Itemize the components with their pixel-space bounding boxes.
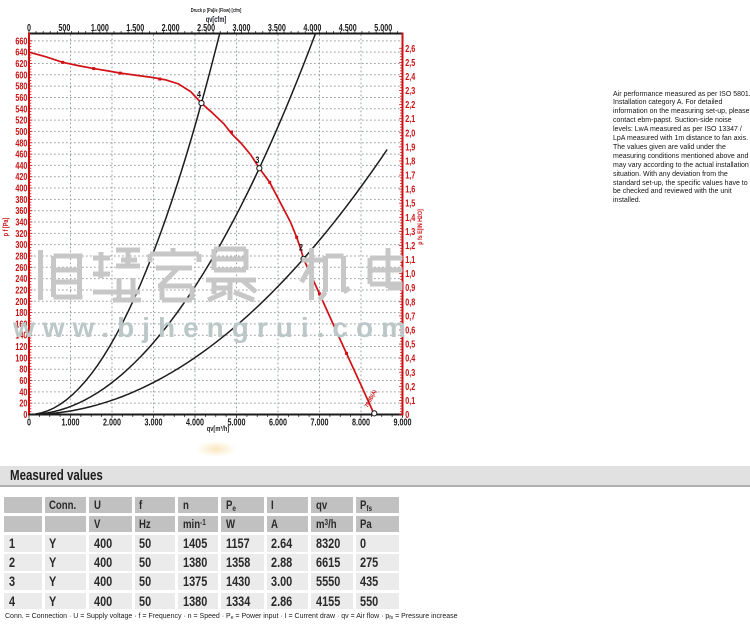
svg-text:2,0: 2,0 — [405, 127, 415, 138]
svg-text:p f [Pa]: p f [Pa] — [2, 218, 10, 236]
svg-text:2.000: 2.000 — [162, 22, 180, 33]
svg-text:480: 480 — [15, 137, 27, 148]
svg-text:0: 0 — [405, 409, 409, 420]
svg-text:6.000: 6.000 — [269, 416, 287, 427]
svg-text:1,6: 1,6 — [405, 183, 415, 194]
svg-text:5.000: 5.000 — [228, 416, 246, 427]
svg-text:240: 240 — [15, 273, 27, 284]
svg-text:380: 380 — [15, 194, 27, 205]
svg-text:560: 560 — [15, 92, 27, 103]
svg-text:0: 0 — [27, 416, 31, 427]
svg-text:1,9: 1,9 — [405, 141, 415, 152]
svg-text:3: 3 — [255, 154, 259, 165]
svg-text:140: 140 — [15, 330, 27, 341]
svg-text:4.000: 4.000 — [303, 22, 321, 33]
svg-text:0,9: 0,9 — [405, 282, 415, 293]
svg-text:3.000: 3.000 — [233, 22, 251, 33]
svg-text:0,3: 0,3 — [405, 367, 415, 378]
svg-text:2: 2 — [299, 241, 303, 252]
svg-text:1,2: 1,2 — [405, 240, 415, 251]
svg-text:5.000: 5.000 — [374, 22, 392, 33]
svg-text:260: 260 — [15, 262, 27, 273]
svg-text:1,3: 1,3 — [405, 226, 415, 237]
svg-text:60: 60 — [19, 375, 27, 386]
svg-text:180: 180 — [15, 307, 27, 318]
svg-text:660: 660 — [15, 35, 27, 46]
svg-text:20: 20 — [19, 397, 27, 408]
svg-text:500: 500 — [15, 126, 27, 137]
svg-text:3.000: 3.000 — [145, 416, 163, 427]
svg-text:0,2: 0,2 — [405, 381, 415, 392]
svg-text:220: 220 — [15, 284, 27, 295]
svg-text:qv[cfm]: qv[cfm] — [206, 14, 227, 25]
svg-text:400: 400 — [15, 182, 27, 193]
svg-text:80: 80 — [19, 364, 27, 375]
svg-text:2,5: 2,5 — [405, 57, 415, 68]
svg-text:qv[m³/h]: qv[m³/h] — [207, 425, 229, 433]
svg-text:200: 200 — [15, 296, 27, 307]
svg-text:0: 0 — [23, 409, 27, 420]
svg-text:4.000: 4.000 — [186, 416, 204, 427]
svg-text:320: 320 — [15, 228, 27, 239]
svg-text:3.500: 3.500 — [268, 22, 286, 33]
svg-text:2,2: 2,2 — [405, 99, 415, 110]
svg-text:1,4: 1,4 — [405, 212, 415, 223]
svg-text:1,0: 1,0 — [405, 268, 415, 279]
svg-text:1.500: 1.500 — [126, 22, 144, 33]
svg-text:420: 420 — [15, 171, 27, 182]
svg-text:1,1: 1,1 — [405, 254, 415, 265]
svg-text:460: 460 — [15, 148, 27, 159]
svg-text:1,7: 1,7 — [405, 169, 415, 180]
svg-text:2,1: 2,1 — [405, 113, 415, 124]
svg-text:4: 4 — [197, 89, 201, 100]
svg-text:1.000: 1.000 — [91, 22, 109, 33]
svg-text:440: 440 — [15, 160, 27, 171]
svg-text:2,6: 2,6 — [405, 43, 415, 54]
svg-text:360: 360 — [15, 205, 27, 216]
svg-text:40: 40 — [19, 386, 27, 397]
svg-text:0,4: 0,4 — [405, 352, 415, 363]
svg-text:500: 500 — [58, 22, 70, 33]
svg-text:8.000: 8.000 — [352, 416, 370, 427]
svg-text:520: 520 — [15, 114, 27, 125]
svg-text:p fs E[IN H2O]: p fs E[IN H2O] — [418, 209, 424, 244]
svg-text:1,8: 1,8 — [405, 155, 415, 166]
svg-text:2.500: 2.500 — [197, 22, 215, 33]
svg-text:620: 620 — [15, 58, 27, 69]
svg-text:0: 0 — [27, 22, 31, 33]
svg-text:2.000: 2.000 — [103, 416, 121, 427]
svg-text:300: 300 — [15, 239, 27, 250]
svg-text:1,5: 1,5 — [405, 198, 415, 209]
svg-text:1.000: 1.000 — [62, 416, 80, 427]
svg-text:4.500: 4.500 — [339, 22, 357, 33]
svg-text:7.000: 7.000 — [311, 416, 329, 427]
svg-text:2,3: 2,3 — [405, 85, 415, 96]
svg-text:0,7: 0,7 — [405, 310, 415, 321]
svg-text:2,4: 2,4 — [405, 71, 415, 82]
svg-text:120: 120 — [15, 341, 27, 352]
svg-text:100: 100 — [15, 352, 27, 363]
svg-text:Druck p [Pa]/e (Flow) [cfm]: Druck p [Pa]/e (Flow) [cfm] — [191, 8, 242, 14]
svg-text:540: 540 — [15, 103, 27, 114]
svg-text:640: 640 — [15, 46, 27, 57]
svg-text:340: 340 — [15, 216, 27, 227]
svg-text:0,1: 0,1 — [405, 395, 415, 406]
svg-text:0,6: 0,6 — [405, 324, 415, 335]
svg-text:0,5: 0,5 — [405, 338, 415, 349]
svg-text:280: 280 — [15, 250, 27, 261]
svg-text:160: 160 — [15, 318, 27, 329]
svg-text:600: 600 — [15, 69, 27, 80]
svg-text:580: 580 — [15, 80, 27, 91]
svg-text:9.000: 9.000 — [394, 416, 412, 427]
svg-text:0,8: 0,8 — [405, 296, 415, 307]
